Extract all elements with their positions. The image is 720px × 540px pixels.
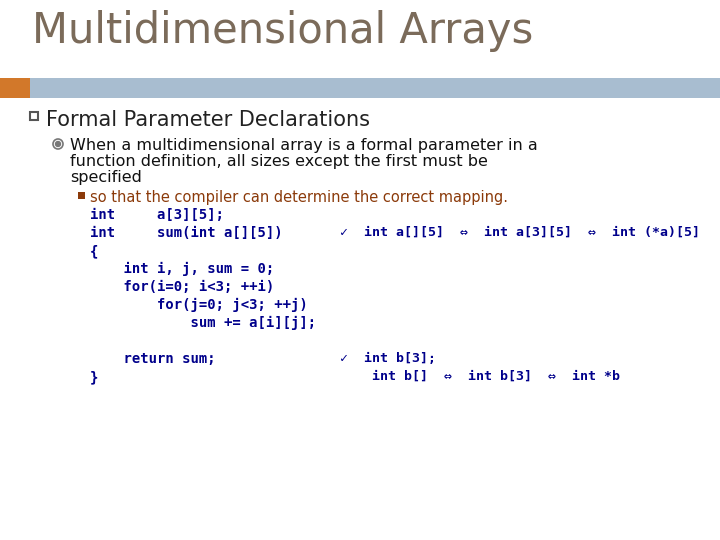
Circle shape [55,141,60,146]
Bar [30,112,38,120]
Text: int i, j, sum = 0;: int i, j, sum = 0; [90,262,274,276]
Text: so that the compiler can determine the correct mapping.: so that the compiler can determine the c… [90,190,508,205]
Text: sum += a[i][j];: sum += a[i][j]; [90,316,316,330]
Text: ✓  int b[3];: ✓ int b[3]; [340,352,436,365]
Bar [30,78,720,98]
Text: Formal Parameter Declarations: Formal Parameter Declarations [46,110,370,130]
Text: return sum;: return sum; [90,352,215,366]
Bar [0,78,30,98]
Text: for(j=0; j<3; ++j): for(j=0; j<3; ++j) [90,298,307,312]
Text: for(i=0; i<3; ++i): for(i=0; i<3; ++i) [90,280,274,294]
Text: {: { [90,244,99,258]
Bar [78,192,85,199]
Text: Multidimensional Arrays: Multidimensional Arrays [32,10,534,52]
Text: function definition, all sizes except the first must be: function definition, all sizes except th… [70,154,488,169]
Text: int b[]  ⇔  int b[3]  ⇔  int *b: int b[] ⇔ int b[3] ⇔ int *b [340,370,620,383]
Text: int     sum(int a[][5]): int sum(int a[][5]) [90,226,283,240]
Text: int     a[3][5];: int a[3][5]; [90,208,224,222]
Text: When a multidimensional array is a formal parameter in a: When a multidimensional array is a forma… [70,138,538,153]
Text: specified: specified [70,170,142,185]
Text: }: } [90,370,99,384]
Text: ✓  int a[][5]  ⇔  int a[3][5]  ⇔  int (*a)[5]: ✓ int a[][5] ⇔ int a[3][5] ⇔ int (*a)[5] [340,226,700,239]
